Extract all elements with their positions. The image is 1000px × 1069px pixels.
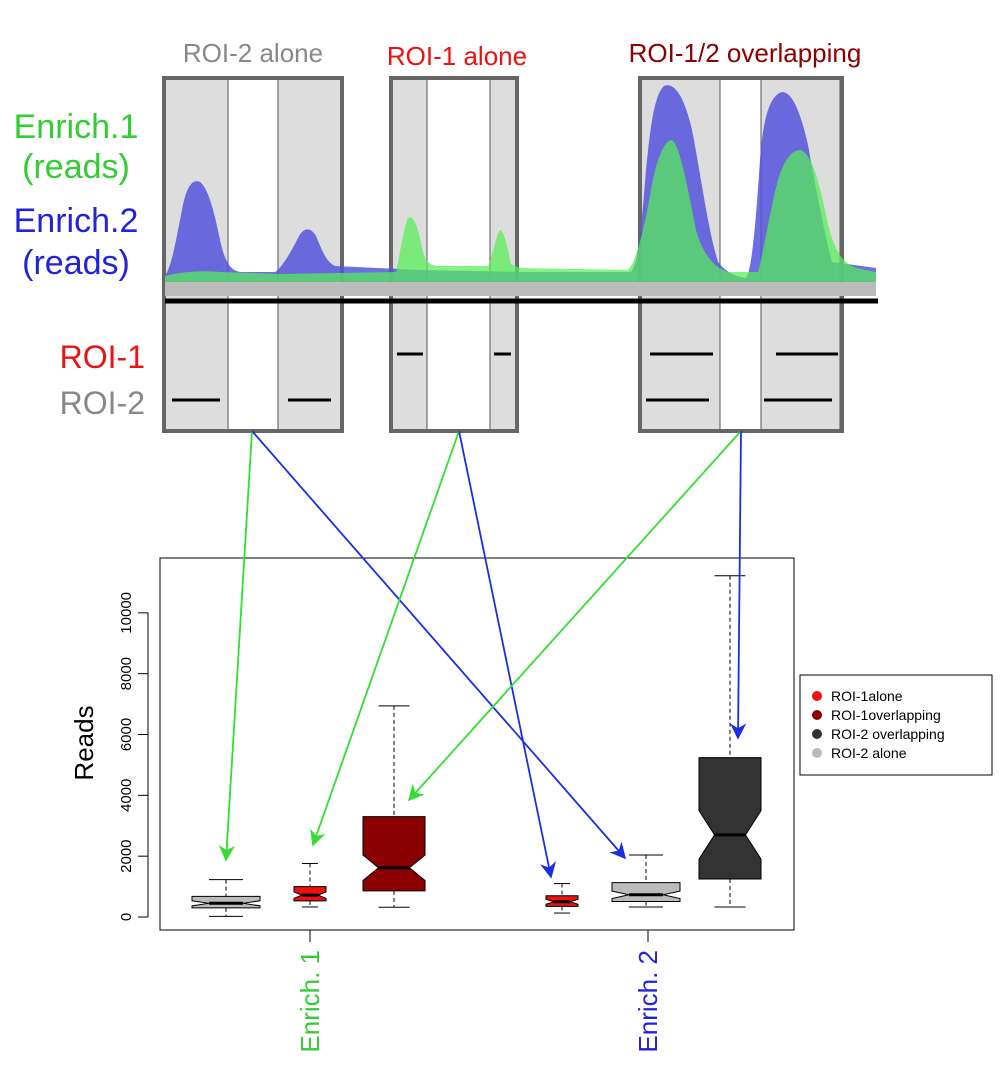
y-axis-label: Reads [69, 705, 99, 780]
y-tick-label: 0 [118, 913, 135, 921]
boxes [191, 575, 762, 917]
roi2-label: ROI-2 [60, 385, 145, 421]
arrow-overlap-enrich1 [407, 430, 742, 802]
arrow-roi1alone-enrich1 [310, 430, 460, 847]
panel-roi1-alone: ROI-1 alone [387, 41, 527, 433]
y-tick-label: 6000 [118, 718, 135, 751]
y-tick-label: 2000 [118, 839, 135, 872]
arrow-roi1alone-enrich2 [458, 430, 556, 879]
y-tick-label: 8000 [118, 657, 135, 690]
enrich2-track [165, 85, 876, 284]
panel-title: ROI-1/2 overlapping [629, 38, 862, 68]
legend-marker [812, 710, 822, 720]
panel-title: ROI-2 alone [183, 38, 323, 68]
arrow-roi2alone-enrich2 [251, 430, 627, 860]
box-roi-1alone [545, 883, 579, 914]
box-body [611, 882, 681, 902]
box-roi-1overlapping [362, 705, 426, 908]
legend-label: ROI-1alone [831, 688, 903, 704]
box-roi-2-alone [611, 854, 681, 908]
legend-label: ROI-1overlapping [831, 707, 941, 723]
panel-title: ROI-1 alone [387, 41, 527, 71]
enrich1-label: Enrich.1 [14, 108, 139, 146]
plot-frame [159, 557, 795, 931]
enrich2-label: Enrich.2 [14, 202, 139, 240]
arrow-roi2alone-enrich1 [218, 430, 253, 862]
box-roi-2-alone [191, 879, 261, 917]
box-roi-2-overlapping [698, 575, 762, 908]
arrow-overlap-enrich2 [730, 430, 747, 740]
schematic: ROI-2 alone ROI-1 alone ROI-1/2 overlapp… [14, 38, 878, 433]
legend-marker [812, 691, 822, 701]
panel-roi2-alone: ROI-2 alone [162, 38, 344, 433]
x-group-label: Enrich. 2 [633, 950, 663, 1053]
y-tick-label: 4000 [118, 779, 135, 812]
x-group-label: Enrich. 1 [295, 950, 325, 1053]
legend-marker [812, 748, 822, 758]
legend-frame [799, 674, 993, 776]
box-body [362, 816, 426, 892]
enrich1-sublabel: (reads) [22, 148, 130, 186]
roi1-label: ROI-1 [60, 339, 145, 375]
y-axis: 0 2000 4000 6000 8000 10000 [118, 592, 149, 921]
legend-marker [812, 729, 822, 739]
enrich2-sublabel: (reads) [22, 244, 130, 282]
y-tick-label: 10000 [118, 592, 135, 634]
legend-label: ROI-2 overlapping [831, 726, 945, 742]
x-axis: Enrich. 1 Enrich. 2 [295, 930, 663, 1053]
legend: ROI-1alone ROI-1overlapping ROI-2 overlapp… [799, 674, 993, 776]
box-body [698, 757, 762, 880]
panel-frame [389, 76, 519, 433]
box-roi-1alone [293, 862, 327, 908]
connectors [218, 430, 747, 879]
track-baseline [165, 282, 876, 296]
legend-label: ROI-2 alone [831, 745, 907, 761]
enrich1-track [165, 140, 876, 284]
